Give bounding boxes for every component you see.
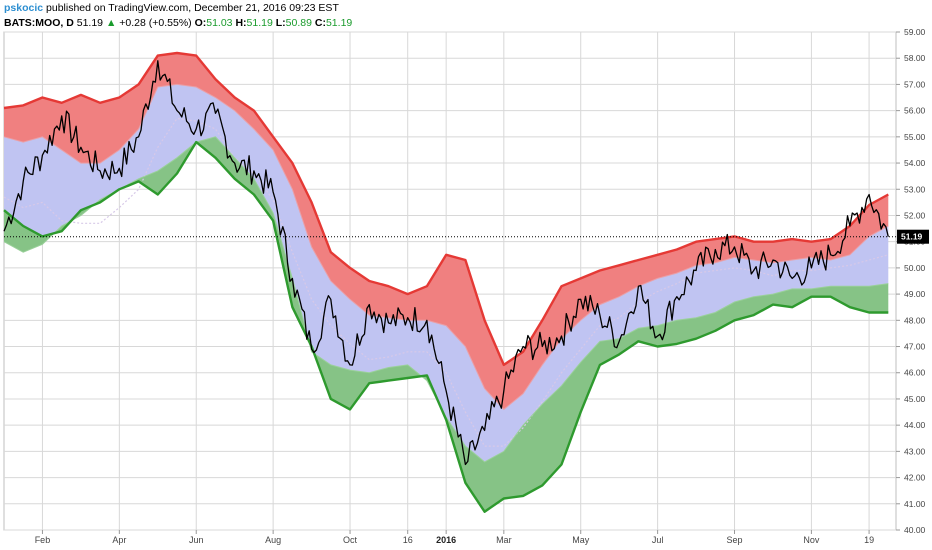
low-label: L: — [275, 17, 286, 29]
y-tick-label: 52.00 — [904, 210, 926, 220]
upper-edge-line — [3, 51, 889, 367]
author-name[interactable]: pskocic — [4, 2, 44, 14]
close-value: 51.19 — [325, 17, 353, 29]
y-tick-label: 42.00 — [904, 473, 926, 483]
y-tick-label: 58.00 — [904, 53, 926, 63]
x-tick-label: Mar — [496, 535, 512, 545]
y-tick-label: 45.00 — [904, 394, 926, 404]
lower-band — [4, 136, 889, 512]
high-label: H: — [235, 17, 247, 29]
y-tick-label: 49.00 — [904, 289, 926, 299]
upper-inner-line — [3, 83, 889, 411]
y-tick-label: 44.00 — [904, 420, 926, 430]
y-tick-label: 47.00 — [904, 342, 926, 352]
y-tick-label: 57.00 — [904, 79, 926, 89]
open-label: O: — [194, 17, 207, 29]
high-value: 51.19 — [246, 17, 273, 29]
y-tick-label: 43.00 — [904, 446, 926, 456]
y-tick-label: 55.00 — [904, 132, 926, 142]
axes: 40.00 41.00 42.00 43.00 44.00 45.00 46.00 47.00… — [35, 27, 929, 545]
x-tick-label: Sep — [727, 535, 743, 545]
y-tick-label: 54.00 — [904, 158, 926, 168]
y-tick-label: 41.00 — [904, 499, 926, 509]
x-tick-label: Aug — [265, 535, 281, 545]
x-tick-label: Jul — [652, 535, 664, 545]
y-tick-label: 48.00 — [904, 315, 926, 325]
y-tick-label: 59.00 — [904, 27, 926, 37]
middle-line — [3, 117, 889, 447]
y-tick-label: 46.00 — [904, 368, 926, 378]
middle-band — [4, 84, 889, 462]
y-tick-label: 53.00 — [904, 184, 926, 194]
up-arrow-icon: ▲ — [105, 17, 117, 29]
price-line — [3, 60, 889, 466]
x-tick-label: 2016 — [436, 535, 456, 545]
y-tick-label: 56.00 — [904, 106, 926, 116]
last-price: 51.19 — [76, 17, 104, 29]
open-value: 51.03 — [206, 17, 233, 29]
change-value: +0.28 (+0.55%) — [119, 17, 192, 29]
published-text: published on TradingView.com, December 2… — [46, 2, 339, 14]
x-tick-label: Oct — [343, 535, 358, 545]
x-tick-label: May — [572, 535, 590, 545]
x-tick-label: Jun — [189, 535, 204, 545]
last-price-badge — [897, 229, 929, 244]
x-tick-label: 16 — [403, 535, 413, 545]
lower-edge-line — [3, 140, 889, 513]
x-tick-label: Feb — [35, 535, 51, 545]
price-series — [3, 60, 896, 466]
x-tick-label: Nov — [803, 535, 820, 545]
x-tick-label: 19 — [864, 535, 874, 545]
low-value: 50.89 — [285, 17, 312, 29]
y-tick-label: 40.00 — [904, 525, 926, 535]
bands — [3, 51, 889, 513]
chart-header: pskocic published on TradingView.com, De… — [4, 1, 352, 31]
x-tick-label: Apr — [112, 535, 126, 545]
symbol-label: BATS:MOO, D — [4, 17, 74, 29]
close-label: C: — [314, 17, 326, 29]
y-tick-label: 50.00 — [904, 263, 926, 273]
last-price-label: 51.19 — [901, 232, 923, 242]
